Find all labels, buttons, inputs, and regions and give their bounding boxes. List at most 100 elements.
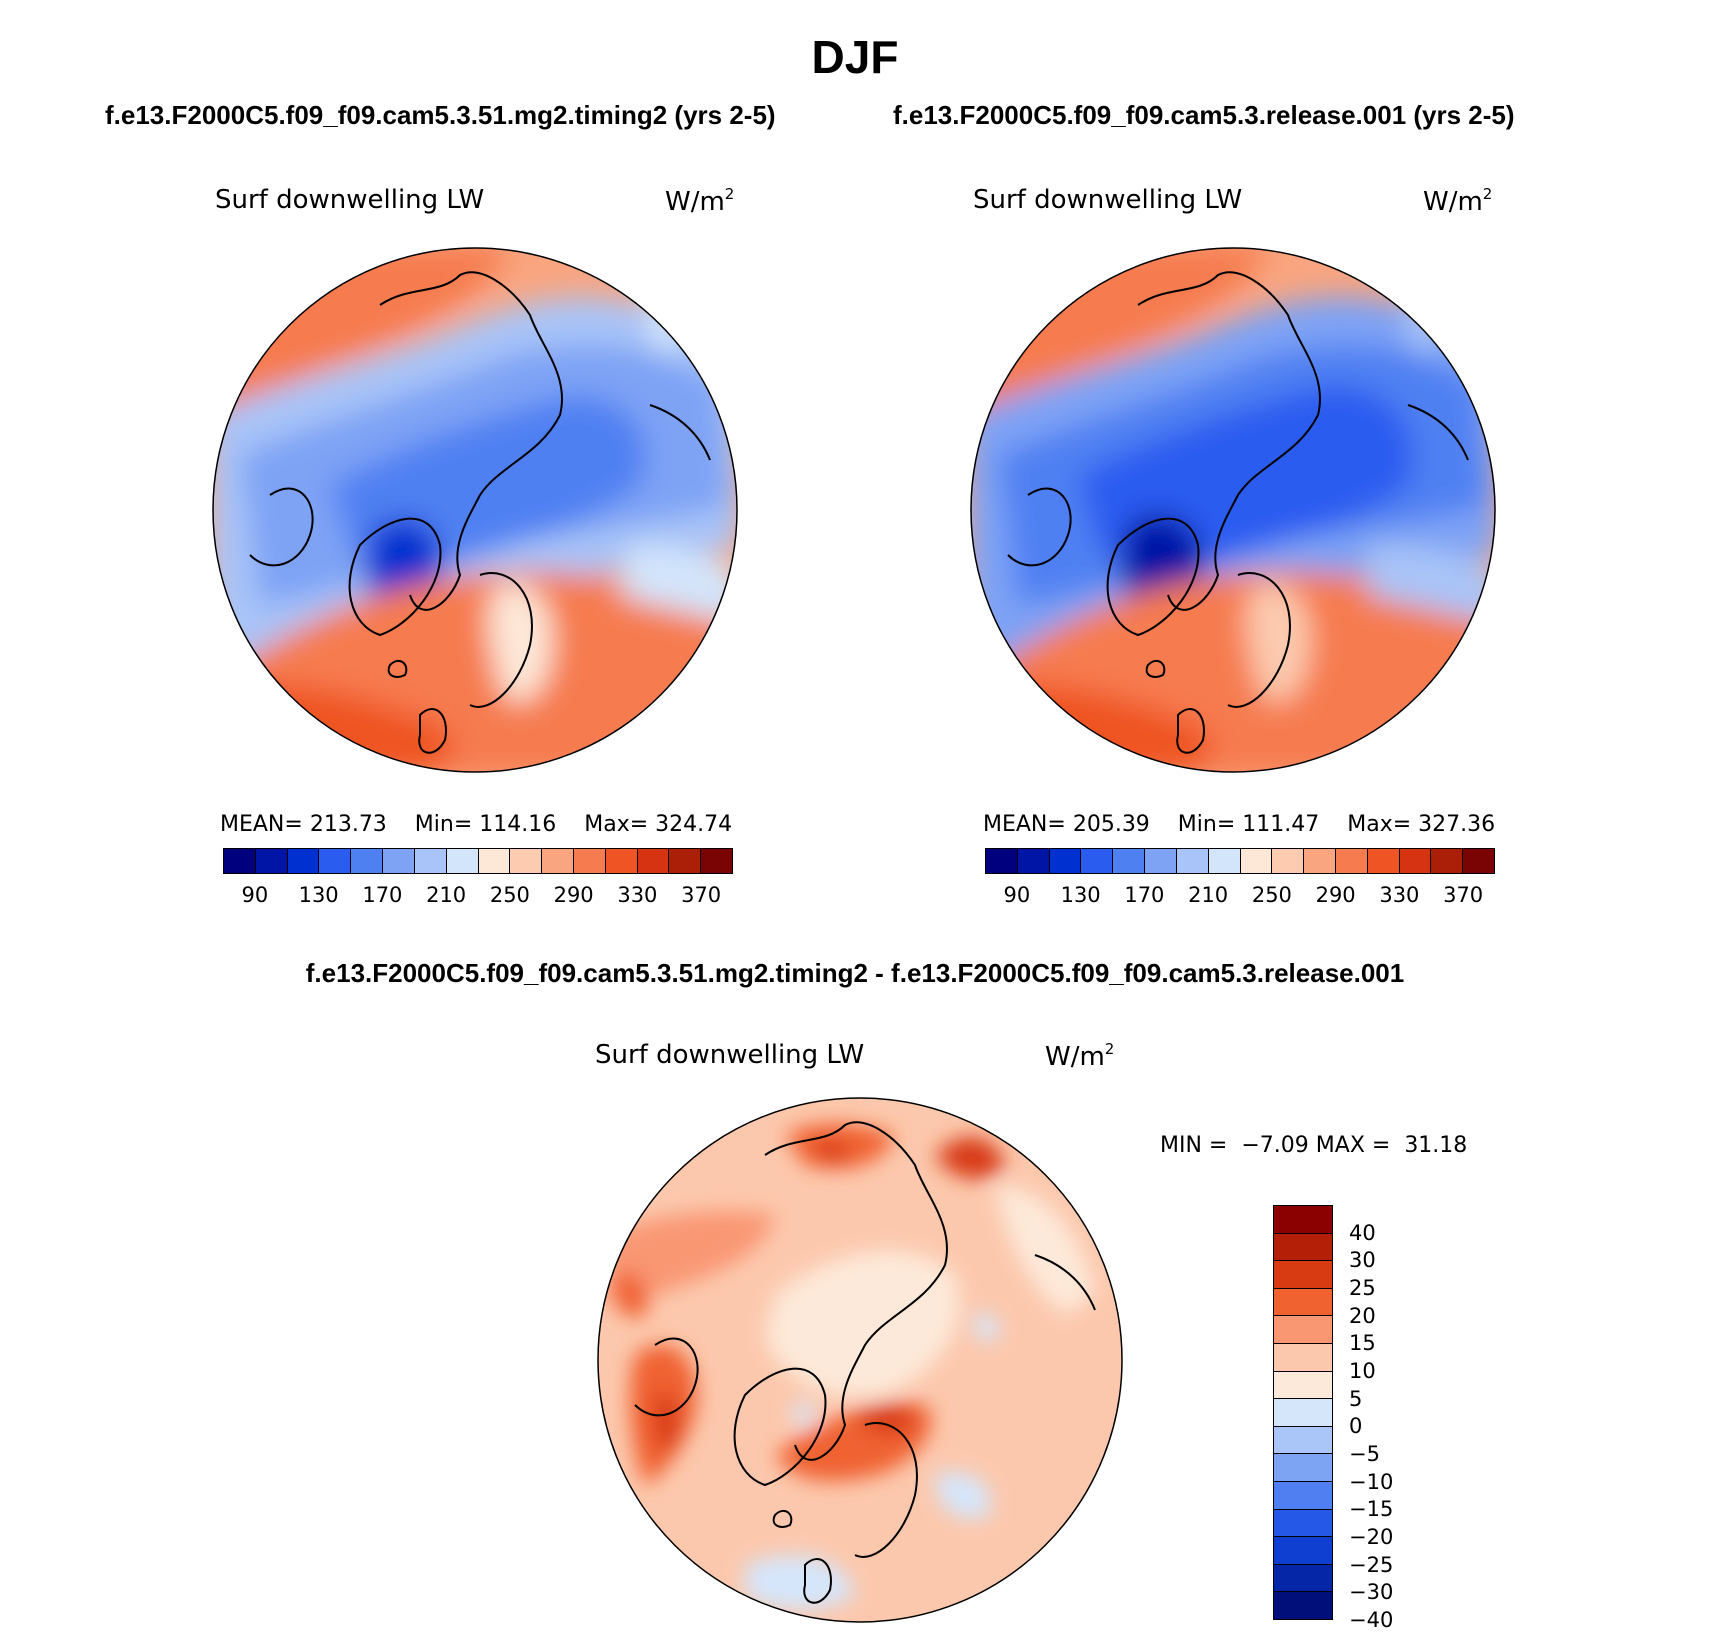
colorbar-swatch: [701, 849, 732, 873]
panel1-min: 114.16: [479, 812, 557, 837]
colorbar-swatch: [1208, 849, 1241, 873]
diff-variable: Surf downwelling LW: [595, 1040, 865, 1070]
colorbar-tick-label: 370: [1443, 883, 1484, 907]
diff-min: −7.09: [1241, 1133, 1309, 1158]
panel1-units: W/m2: [665, 185, 735, 217]
colorbar-swatch: [669, 849, 702, 873]
colorbar-tick-label: 40: [1349, 1220, 1376, 1245]
map-panel-model: [212, 247, 738, 773]
case-title-left: f.e13.F2000C5.f09_f09.cam5.3.51.mg2.timi…: [105, 100, 776, 130]
colorbar-swatch: [1367, 849, 1400, 873]
colorbar-swatch: [1081, 849, 1114, 873]
colorbar-tick-label: 170: [362, 883, 403, 907]
colorbar-swatch: [446, 849, 479, 873]
colorbar-tick-label: 90: [241, 883, 269, 907]
colorbar-swatch: [1335, 849, 1368, 873]
colorbar-swatch: [542, 849, 574, 873]
colorbar-swatch: [1274, 1454, 1332, 1482]
colorbar-tick-label: −30: [1349, 1580, 1394, 1605]
colorbar-tick-label: 15: [1349, 1331, 1376, 1356]
colorbar-swatch: [224, 849, 256, 873]
colorbar-swatch: [1274, 1206, 1332, 1234]
colorbar-tick-label: 30: [1349, 1248, 1376, 1273]
colorbar-swatch: [319, 849, 352, 873]
colorbar-tick-label: −40: [1349, 1608, 1394, 1632]
colorbar-swatch: [1274, 1481, 1332, 1510]
case-title-right: f.e13.F2000C5.f09_f09.cam5.3.release.001…: [893, 100, 1515, 130]
colorbar-tick-label: 250: [1251, 883, 1292, 907]
colorbar-swatch: [1176, 849, 1209, 873]
panel1-stats: MEAN= 213.73 Min= 114.16 Max= 324.74: [220, 812, 733, 837]
colorbar-swatch: [1145, 849, 1177, 873]
panel1-variable: Surf downwelling LW: [215, 185, 485, 215]
colorbar-difference: [1273, 1205, 1333, 1620]
colorbar-swatch: [1274, 1288, 1332, 1317]
colorbar-tick-label: −10: [1349, 1469, 1394, 1494]
colorbar-swatch: [1049, 849, 1082, 873]
colorbar-tick-label: −25: [1349, 1552, 1394, 1577]
colorbar-tick-label: 10: [1349, 1359, 1376, 1383]
colorbar-swatch: [1274, 1564, 1332, 1593]
colorbar-swatch: [287, 849, 320, 873]
colorbar-swatch: [478, 849, 511, 873]
colorbar-tick-label: 20: [1349, 1303, 1376, 1328]
colorbar-difference-ticks: 40 30 25 20 15 10 5 0 −5 −10 −15 −20 −25 −30 −40: [1343, 1205, 1403, 1632]
map-panel-difference: [597, 1097, 1123, 1623]
panel2-stats: MEAN= 205.39 Min= 111.47 Max= 327.36: [983, 812, 1496, 837]
season-title: DJF: [811, 31, 899, 83]
colorbar-swatch: [1113, 849, 1146, 873]
difference-title: f.e13.F2000C5.f09_f09.cam5.3.51.mg2.timi…: [305, 958, 1405, 988]
colorbar-swatch: [1274, 1399, 1332, 1427]
colorbar-tick-label: 330: [617, 883, 658, 907]
colorbar-panel1: [223, 848, 733, 874]
colorbar-swatch: [1274, 1371, 1332, 1400]
colorbar-swatch: [1274, 1233, 1332, 1262]
diff-max: 31.18: [1404, 1133, 1468, 1158]
colorbar-swatch: [637, 849, 670, 873]
diff-units: W/m2: [1045, 1040, 1115, 1072]
colorbar-swatch: [1017, 849, 1050, 873]
colorbar-swatch: [573, 849, 606, 873]
colorbar-tick-label: 370: [681, 883, 722, 907]
map-panel-control: [970, 247, 1496, 773]
colorbar-swatch: [1399, 849, 1432, 873]
colorbar-swatch: [1274, 1592, 1332, 1619]
colorbar-tick-label: 330: [1379, 883, 1420, 907]
colorbar-swatch: [1431, 849, 1464, 873]
colorbar-swatch: [1274, 1509, 1332, 1538]
colorbar-tick-label: 210: [1188, 883, 1229, 907]
colorbar-tick-label: 290: [1315, 883, 1356, 907]
colorbar-swatch: [1240, 849, 1273, 873]
colorbar-swatch: [1272, 849, 1305, 873]
colorbar-tick-label: 170: [1124, 883, 1165, 907]
colorbar-tick-label: 130: [1060, 883, 1101, 907]
colorbar-panel1-ticks: 90 130 170 210 250 290 330 370: [223, 883, 733, 913]
panel1-mean: 213.73: [309, 812, 387, 837]
colorbar-tick-label: 130: [298, 883, 339, 907]
colorbar-tick-label: 290: [553, 883, 594, 907]
colorbar-tick-label: 90: [1003, 883, 1031, 907]
panel2-max: 327.36: [1418, 812, 1496, 837]
colorbar-swatch: [1463, 849, 1494, 873]
colorbar-tick-label: −15: [1349, 1497, 1394, 1522]
colorbar-swatch: [1274, 1537, 1332, 1565]
colorbar-tick-label: 5: [1349, 1386, 1363, 1411]
panel2-min: 111.47: [1242, 812, 1320, 837]
colorbar-swatch: [986, 849, 1018, 873]
colorbar-tick-label: −5: [1349, 1442, 1380, 1466]
colorbar-swatch: [255, 849, 288, 873]
colorbar-swatch: [1274, 1426, 1332, 1455]
colorbar-swatch: [383, 849, 415, 873]
colorbar-swatch: [605, 849, 638, 873]
colorbar-tick-label: 210: [426, 883, 467, 907]
colorbar-swatch: [1274, 1316, 1332, 1344]
diff-min-max: MIN = −7.09 MAX = 31.18: [1160, 1133, 1468, 1158]
panel2-units: W/m2: [1423, 185, 1493, 217]
colorbar-swatch: [414, 849, 447, 873]
colorbar-swatch: [510, 849, 543, 873]
colorbar-swatch: [351, 849, 384, 873]
colorbar-swatch: [1304, 849, 1336, 873]
panel1-max: 324.74: [655, 812, 733, 837]
colorbar-tick-label: −20: [1349, 1525, 1394, 1549]
colorbar-swatch: [1274, 1261, 1332, 1289]
